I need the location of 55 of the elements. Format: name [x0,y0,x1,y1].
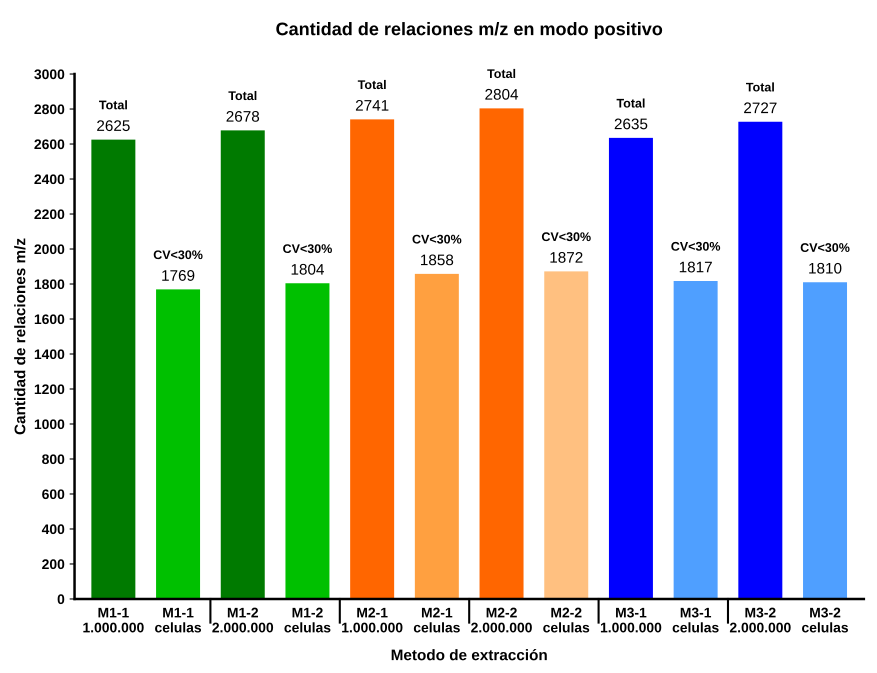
bar [91,140,136,599]
bar [156,289,200,599]
bar [350,119,394,599]
y-tick-label: 2200 [34,209,64,220]
x-tick-label: M2-1 1.000.000 [342,608,402,632]
bar [480,108,524,599]
x-tick-label: M2-2 2.000.000 [471,608,532,632]
bar [803,282,848,599]
data-label: Total 2625 [97,100,130,132]
y-tick-label: 800 [42,454,64,464]
y-tick-label: 1800 [34,279,64,290]
x-tick-label: M1-2 2.000.000 [212,608,274,632]
data-label: Total 2727 [744,82,777,114]
y-tick-label: 1000 [34,419,64,430]
data-label: Total 2635 [614,98,648,130]
bar [738,122,782,599]
x-tick-label: M3-1 celulas [672,608,719,632]
y-tick-label: 1400 [34,349,64,360]
x-axis-title: Metodo de extracción [392,648,547,660]
y-tick-label: 3000 [34,69,64,80]
data-label: Total 2804 [485,68,518,100]
x-tick-label: M3-2 2.000.000 [730,608,791,632]
y-tick-label: 200 [42,559,64,570]
y-tick-label: 2400 [34,174,64,184]
x-tick-label: M2-2 celulas [543,608,590,632]
data-label: CV<30% 1810 [800,243,850,274]
x-tick-label: M1-1 1.000.000 [83,608,144,632]
x-tick-label: M1-2 celulas [284,608,330,632]
y-tick-label: 1200 [34,384,64,394]
data-label: CV<30% 1872 [542,232,591,263]
y-tick-label: 600 [42,489,64,500]
y-tick-label: 400 [42,524,64,534]
y-tick-label: 1600 [34,314,64,324]
bar [285,283,330,599]
bar [414,274,459,599]
data-label: Total 2741 [356,80,388,111]
y-tick-label: 0 [58,594,64,604]
bar [544,271,588,599]
x-tick-label: M2-1 celulas [414,608,460,632]
data-label: CV<30% 1817 [671,242,720,272]
data-label: Total 2678 [226,90,260,122]
chart-title: Cantidad de relaciones m/z en modo positivo [276,22,662,39]
data-label: CV<30% 1769 [154,250,203,281]
bar [220,130,265,599]
bar [674,281,718,599]
x-tick-label: M3-2 celulas [802,608,848,632]
x-tick-label: M3-1 1.000.000 [600,608,662,632]
y-tick-label: 2600 [34,139,64,150]
data-label: CV<30% 1804 [283,244,332,275]
x-tick-label: M1-1 celulas [155,608,202,632]
bar [608,138,653,599]
y-axis-title: Cantidad de relaciones m/z [14,238,26,434]
y-tick-label: 2800 [34,104,64,114]
data-label: CV<30% 1858 [412,234,462,266]
y-tick-label: 2000 [34,244,64,254]
